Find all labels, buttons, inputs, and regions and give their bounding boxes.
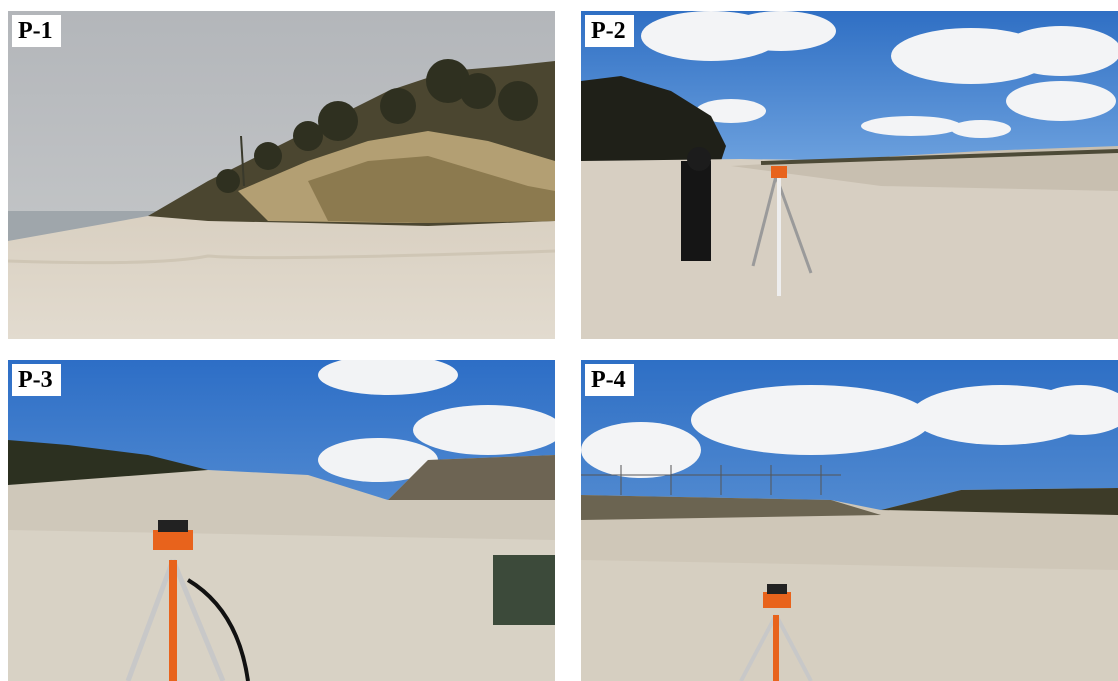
photo-panel-p2: P-2 <box>581 11 1118 339</box>
photo-panel-p1: P-1 <box>8 11 555 339</box>
dune-level-photo <box>8 360 555 681</box>
photo-panel-p3: P-3 <box>8 360 555 681</box>
beach-survey-photo <box>581 11 1118 339</box>
panel-label: P-3 <box>12 364 61 396</box>
photo-panel-p4: P-4 <box>581 360 1118 681</box>
panel-label: P-1 <box>12 15 61 47</box>
panel-label: P-2 <box>585 15 634 47</box>
person-silhouette <box>681 161 711 261</box>
fence-dune-photo <box>581 360 1118 681</box>
beach-cliff-photo <box>8 11 555 339</box>
panel-label: P-4 <box>585 364 634 396</box>
